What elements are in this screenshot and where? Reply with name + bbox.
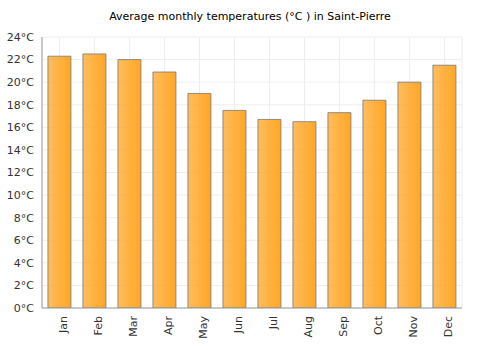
- svg-text:Feb: Feb: [92, 316, 105, 335]
- svg-text:Mar: Mar: [127, 316, 140, 337]
- svg-text:6°C: 6°C: [14, 234, 34, 247]
- svg-text:22°C: 22°C: [8, 53, 34, 66]
- svg-text:Dec: Dec: [442, 316, 455, 337]
- svg-text:12°C: 12°C: [8, 166, 34, 179]
- svg-text:Aug: Aug: [302, 316, 315, 337]
- svg-text:Nov: Nov: [407, 316, 420, 338]
- svg-text:Jun: Jun: [232, 316, 245, 334]
- svg-text:0°C: 0°C: [14, 302, 34, 315]
- svg-text:Apr: Apr: [162, 316, 175, 336]
- svg-text:18°C: 18°C: [8, 99, 34, 112]
- svg-text:4°C: 4°C: [14, 257, 34, 270]
- svg-text:10°C: 10°C: [8, 189, 34, 202]
- svg-text:8°C: 8°C: [14, 212, 34, 225]
- svg-text:May: May: [197, 316, 210, 339]
- svg-text:Jul: Jul: [267, 316, 280, 330]
- svg-text:2°C: 2°C: [14, 279, 34, 292]
- svg-text:20°C: 20°C: [8, 76, 34, 89]
- svg-text:14°C: 14°C: [8, 144, 34, 157]
- svg-text:Jan: Jan: [57, 316, 70, 334]
- svg-text:Oct: Oct: [372, 315, 385, 335]
- svg-text:16°C: 16°C: [8, 121, 34, 134]
- svg-text:Sep: Sep: [337, 316, 350, 337]
- html-text:Average monthly temperatures (: Average monthly temperatures (°C ) in Sa…: [109, 10, 391, 23]
- svg-text:24°C: 24°C: [8, 31, 34, 44]
